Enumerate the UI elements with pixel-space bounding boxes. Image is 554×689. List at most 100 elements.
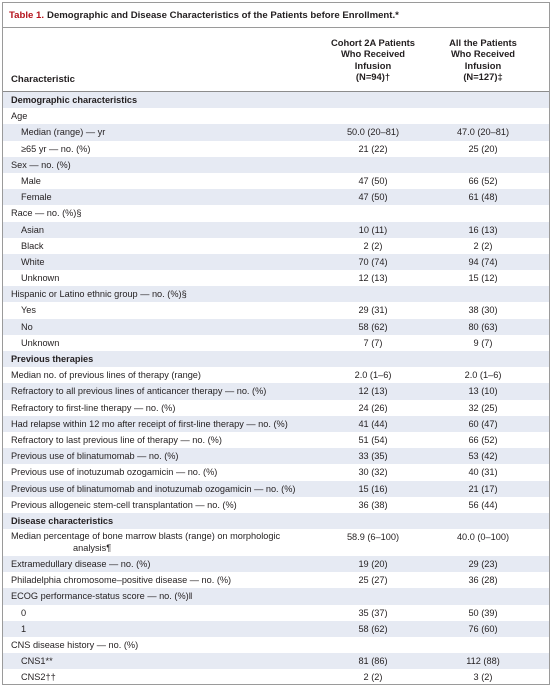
row-label: Unknown <box>21 337 60 348</box>
section-header-row: Previous therapies <box>3 351 549 368</box>
table-row: No 58 (62) 80 (63) <box>3 318 549 335</box>
col2-header-line: (N=127)‡ <box>463 71 503 83</box>
all-patients-value: 25 (20) <box>468 143 498 154</box>
table-row: Extramedullary disease — no. (%) 19 (20) 2… <box>3 556 549 573</box>
row-label: ECOG performance-status score — no. (%)‖ <box>11 591 193 602</box>
col1-header-line: Cohort 2A Patients <box>330 37 416 48</box>
table-row: 1 58 (62) 76 (60) <box>3 620 549 637</box>
table-row: Previous use of blinatumomab and inotuzu… <box>3 480 549 497</box>
all-patients-value: 47.0 (20–81) <box>456 127 510 138</box>
table-row: Previous allogeneic stem-cell transplant… <box>3 497 549 513</box>
row-label: Black <box>21 240 44 251</box>
table-row: 0 35 (37) 50 (39) <box>3 605 549 621</box>
row-label: Hispanic or Latino ethnic group — no. (%… <box>11 289 187 300</box>
cohort-2a-value: 81 (86) <box>358 656 388 667</box>
table-row: Black 2 (2) 2 (2) <box>3 238 549 254</box>
all-patients-value: 32 (25) <box>468 402 498 413</box>
cohort-2a-value: 58.9 (6–100) <box>346 532 400 543</box>
table-title-text: Demographic and Disease Characteristics … <box>47 9 399 21</box>
all-patients-value: 56 (44) <box>468 499 498 510</box>
all-patients-value: 40 (31) <box>468 467 498 478</box>
table-row: ECOG performance-status score — no. (%)‖ <box>3 588 549 605</box>
row-label: Median (range) — yr <box>21 127 106 138</box>
table-number: Table 1. <box>9 9 45 21</box>
table-row: Previous use of inotuzumab ozogamicin — … <box>3 464 549 480</box>
row-label-line: Median percentage of bone marrow blasts … <box>11 531 281 542</box>
row-label: Race — no. (%)§ <box>11 208 82 219</box>
table-row: CNS2†† 2 (2) 3 (2) <box>3 669 549 684</box>
all-patients-value: 94 (74) <box>468 256 498 267</box>
row-label: Male <box>21 175 41 186</box>
cohort-2a-value: 10 (11) <box>358 224 388 235</box>
table-row: Asian 10 (11) 16 (13) <box>3 221 549 238</box>
all-patients-value: 60 (47) <box>468 418 498 429</box>
row-label: Demographic characteristics <box>11 95 138 105</box>
characteristic-column-header: Characteristic <box>11 74 75 85</box>
row-label: CNS1** <box>21 656 53 667</box>
cohort-2a-value: 47 (50) <box>358 192 388 203</box>
all-patients-value: 36 (28) <box>468 575 498 586</box>
table-row: Male 47 (50) 66 (52) <box>3 173 549 189</box>
row-label: Previous use of blinatumomab — no. (%) <box>11 451 179 462</box>
row-label: Previous allogeneic stem-cell transplant… <box>11 499 237 510</box>
row-label: White <box>21 256 45 267</box>
row-label: Female <box>21 192 52 203</box>
table-row: Unknown 7 (7) 9 (7) <box>3 335 549 351</box>
col1-header-line: (N=94)† <box>355 71 391 83</box>
row-label: Previous use of blinatumomab and inotuzu… <box>11 483 296 494</box>
cohort-2a-value: 21 (22) <box>358 143 388 154</box>
cohort-2a-value: 50.0 (20–81) <box>346 127 400 138</box>
all-patients-value: 61 (48) <box>468 192 498 203</box>
row-label: Previous therapies <box>11 354 94 364</box>
table-row: Refractory to first-line therapy — no. (… <box>3 400 549 416</box>
row-label: Age <box>11 111 28 122</box>
row-label: Sex — no. (%) <box>11 159 71 170</box>
row-label: Median no. of previous lines of therapy … <box>11 370 201 381</box>
cohort-2a-value: 12 (13) <box>358 273 388 284</box>
cohort-2a-value: 2 (2) <box>363 240 383 251</box>
table-row: Unknown 12 (13) 15 (12) <box>3 270 549 286</box>
row-label-continuation: analysis¶ <box>73 542 112 553</box>
col2-header-line: Who Received <box>450 48 516 60</box>
row-label: Median percentage of bone marrow blasts … <box>11 531 316 554</box>
table-row: Sex — no. (%) <box>3 156 549 173</box>
col2-header-line: Infusion <box>464 59 502 71</box>
cohort-2a-column-header: Cohort 2A Patients Who Received Infusion… <box>318 37 428 83</box>
table-row: Median percentage of bone marrow blasts … <box>3 529 549 556</box>
all-patients-column-header: All the Patients Who Received Infusion (… <box>428 37 538 83</box>
cohort-2a-value: 47 (50) <box>358 175 388 186</box>
row-label: Extramedullary disease — no. (%) <box>11 559 151 570</box>
cohort-2a-value: 51 (54) <box>358 434 388 445</box>
cohort-2a-value: 29 (31) <box>358 305 388 316</box>
table-row: Refractory to all previous lines of anti… <box>3 383 549 400</box>
all-patients-value: 29 (23) <box>468 559 498 570</box>
row-label: Previous use of inotuzumab ozogamicin — … <box>11 467 218 478</box>
all-patients-value: 66 (52) <box>468 434 498 445</box>
cohort-2a-value: 24 (26) <box>358 402 388 413</box>
all-patients-value: 3 (2) <box>473 672 493 683</box>
cohort-2a-value: 15 (16) <box>358 483 388 494</box>
table-title: Table 1. Demographic and Disease Charact… <box>3 3 549 28</box>
cohort-2a-value: 58 (62) <box>358 321 388 332</box>
cohort-2a-value: 25 (27) <box>358 575 388 586</box>
cohort-2a-value: 58 (62) <box>358 623 388 634</box>
table-header: Characteristic Cohort 2A Patients Who Re… <box>3 28 549 92</box>
cohort-2a-value: 2 (2) <box>363 672 383 683</box>
all-patients-value: 15 (12) <box>468 273 498 284</box>
row-label: Yes <box>21 305 36 316</box>
row-label: ≥65 yr — no. (%) <box>21 143 91 154</box>
table-row: Previous use of blinatumomab — no. (%) 33… <box>3 448 549 465</box>
all-patients-value: 66 (52) <box>468 175 498 186</box>
table-row: Age <box>3 108 549 124</box>
table-row: Yes 29 (31) 38 (30) <box>3 302 549 318</box>
all-patients-value: 40.0 (0–100) <box>456 532 510 543</box>
all-patients-value: 38 (30) <box>468 305 498 316</box>
cohort-2a-value: 2.0 (1–6) <box>354 370 392 381</box>
table-row: Race — no. (%)§ <box>3 205 549 221</box>
cohort-2a-value: 12 (13) <box>358 386 388 397</box>
table-row: White 70 (74) 94 (74) <box>3 253 549 271</box>
all-patients-value: 76 (60) <box>468 623 498 634</box>
cohort-2a-value: 30 (32) <box>358 467 388 478</box>
row-label: Had relapse within 12 mo after receipt o… <box>11 418 288 429</box>
